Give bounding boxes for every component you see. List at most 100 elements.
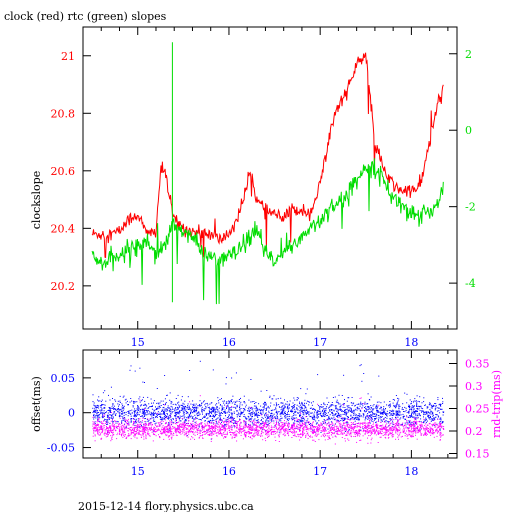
scatter-point [319,413,321,415]
scatter-point [182,423,184,425]
scatter-point [154,427,156,429]
scatter-point [386,429,388,431]
scatter-point [375,422,377,424]
scatter-point [188,413,190,415]
scatter-point [94,440,96,442]
scatter-point [113,421,115,423]
scatter-point [154,413,156,415]
scatter-point [409,406,411,408]
scatter-point [193,420,195,422]
scatter-point [127,412,129,414]
scatter-point [167,431,169,433]
scatter-point [121,414,123,415]
scatter-point [134,435,136,436]
scatter-point [301,425,303,427]
scatter-point [440,405,442,407]
scatter-point [370,420,372,422]
scatter-point [369,427,371,429]
scatter-point [94,427,96,429]
scatter-point [316,411,318,413]
scatter-point [152,412,154,414]
scatter-point [275,419,277,421]
scatter-point [375,405,377,407]
scatter-point [278,426,280,428]
scatter-point [288,422,290,424]
scatter-point [239,428,241,429]
scatter-point [440,419,442,421]
scatter-point [95,406,97,408]
scatter-point [109,410,111,412]
scatter-point [406,420,408,422]
scatter-point [372,413,374,415]
scatter-point [399,424,401,426]
scatter-point [304,422,305,424]
scatter-point [110,410,111,412]
scatter-point [304,420,306,422]
scatter-point [398,398,400,400]
scatter-point [269,395,271,397]
scatter-point [192,416,194,418]
scatter-point [363,413,365,415]
scatter-point [299,410,301,412]
scatter-point [291,410,293,412]
scatter-point [368,422,370,423]
scatter-point [295,427,297,429]
scatter-point [429,416,431,418]
scatter-point [237,414,239,416]
scatter-point [413,405,415,407]
scatter-point [291,419,293,421]
scatter-point [124,421,126,423]
scatter-point [180,404,182,406]
scatter-point [142,429,144,430]
scatter-point [130,433,132,435]
scatter-point [112,417,114,419]
scatter-point [163,412,165,414]
scatter-point [291,437,293,438]
scatter-point [287,432,289,434]
scatter-point [151,426,152,428]
scatter-point [212,430,214,431]
scatter-point [381,430,383,432]
scatter-point [101,416,103,417]
scatter-point [164,426,166,427]
scatter-point [178,413,180,415]
scatter-point [408,430,410,432]
scatter-point [312,426,313,428]
scatter-point [182,407,184,409]
scatter-point [353,432,355,434]
scatter-point [338,423,340,425]
scatter-point [308,428,310,429]
scatter-point [331,426,333,428]
scatter-point [263,425,265,427]
scatter-point [277,421,279,423]
scatter-point [410,424,412,426]
scatter-point [189,401,191,403]
scatter-point [421,428,422,430]
scatter-point [164,375,166,376]
scatter-point [417,405,419,407]
scatter-point [109,408,111,409]
scatter-point [388,436,390,438]
scatter-point [391,431,393,433]
scatter-point [126,400,128,402]
scatter-point [239,422,241,424]
scatter-point [124,412,126,414]
scatter-point [102,404,103,406]
scatter-point [376,427,377,429]
scatter-point [141,415,143,417]
scatter-point [196,432,198,434]
scatter-point [437,407,439,409]
scatter-point [197,425,199,427]
scatter-point [94,434,96,436]
scatter-point [434,408,436,410]
scatter-point [249,437,251,438]
scatter-point [230,408,232,410]
scatter-point [200,430,202,432]
scatter-point [146,428,148,430]
scatter-point [301,434,303,435]
scatter-point [178,431,180,433]
scatter-point [366,406,368,408]
scatter-point [175,434,177,436]
scatter-point [142,409,144,411]
scatter-point [208,413,210,415]
